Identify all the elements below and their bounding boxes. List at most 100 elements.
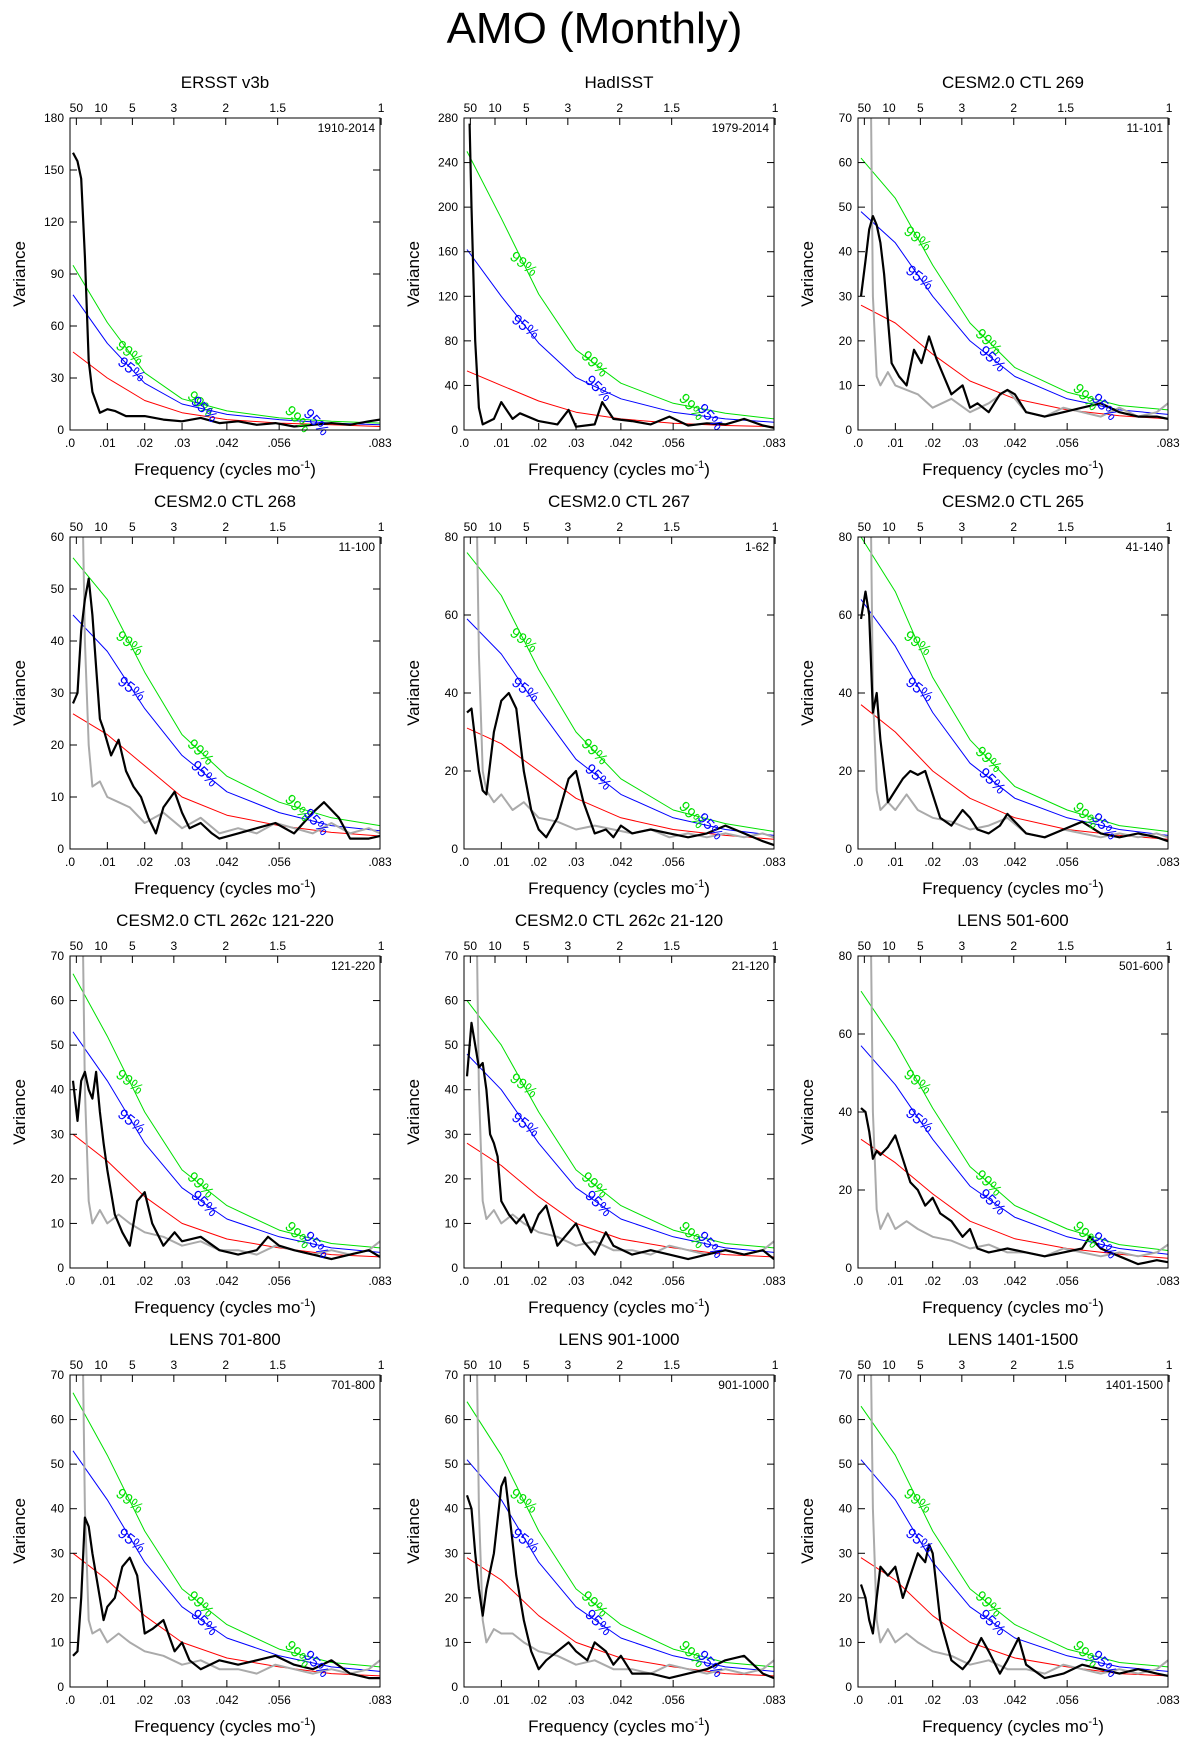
period-label: 1910-2014 (318, 121, 376, 135)
y-tick-label: 0 (845, 1261, 852, 1275)
y-tick-label: 40 (445, 1502, 459, 1516)
chart-panel-7: CESM2.0 CTL 262c 121-220121-22099%95%99%… (10, 911, 392, 1317)
x-tick-label: .01 (99, 855, 116, 869)
x-tick-label: .083 (368, 855, 392, 869)
x-axis-label: Frequency (cycles mo-1) (528, 878, 710, 898)
x-top-tick-label: 50 (70, 1358, 84, 1372)
x-tick-label: .0 (853, 1693, 863, 1707)
series-line-95 (72, 1031, 380, 1253)
chart-title: LENS 501-600 (957, 911, 1069, 930)
x-tick-label: .03 (962, 1274, 979, 1288)
series-line-99 (860, 537, 1168, 832)
y-axis-label: Variance (798, 660, 817, 726)
period-label: 11-100 (339, 540, 376, 554)
x-top-tick-label: 1 (1166, 939, 1173, 953)
y-tick-label: 20 (445, 1591, 459, 1605)
x-tick-label: .042 (1003, 1274, 1027, 1288)
y-tick-label: 180 (44, 111, 64, 125)
y-tick-label: 0 (451, 423, 458, 437)
confidence-label: 95% (187, 757, 220, 790)
x-axis-label-close: ) (1098, 1717, 1104, 1736)
x-tick-label: .0 (65, 1274, 75, 1288)
y-axis-label: Variance (404, 660, 423, 726)
confidence-label: 95% (187, 1187, 220, 1220)
x-top-tick-label: 10 (882, 101, 896, 115)
confidence-label: 99% (900, 1066, 934, 1098)
y-tick-label: 10 (445, 1635, 459, 1649)
y-tick-label: 70 (445, 1368, 459, 1382)
y-tick-label: 40 (445, 686, 459, 700)
y-tick-label: 280 (438, 111, 458, 125)
x-top-tick-label: 2 (222, 1358, 229, 1372)
y-tick-label: 150 (44, 163, 64, 177)
x-tick-label: .056 (1055, 1693, 1079, 1707)
confidence-label: 99% (900, 223, 934, 255)
chart-panel-3: CESM2.0 CTL 26911-10199%95%99%95%99%95%0… (798, 73, 1180, 479)
y-axis-label: Variance (798, 1498, 817, 1564)
x-tick-label: .056 (661, 436, 685, 450)
y-tick-label: 30 (839, 1546, 853, 1560)
x-top-tick-label: 1.5 (663, 939, 680, 953)
y-axis-label: Variance (404, 1498, 423, 1564)
confidence-label: 95% (581, 761, 614, 794)
x-tick-label: .0 (459, 1693, 469, 1707)
confidence-label: 95% (581, 1606, 614, 1639)
y-axis-label: Variance (798, 1079, 817, 1145)
y-tick-label: 50 (51, 1457, 65, 1471)
x-tick-label: .083 (762, 1693, 786, 1707)
x-top-tick-label: 5 (523, 101, 530, 115)
y-tick-label: 30 (839, 289, 853, 303)
y-axis-label: Variance (404, 241, 423, 307)
series-line-99 (860, 157, 1168, 411)
series-line-99 (72, 1392, 380, 1668)
series-line-spectrum (859, 1543, 1168, 1680)
x-top-tick-label: 1.5 (269, 520, 286, 534)
x-axis-label-close: ) (704, 1298, 710, 1317)
chart-title: CESM2.0 CTL 262c 121-220 (116, 911, 334, 930)
plot-frame (463, 955, 775, 1269)
x-top-tick-label: 2 (616, 1358, 623, 1372)
series-line-red-noise (466, 1142, 774, 1258)
y-axis-label: Variance (10, 660, 29, 726)
x-axis-label: Frequency (cycles mo-1) (134, 878, 316, 898)
x-tick-label: .01 (493, 436, 510, 450)
x-tick-label: .01 (887, 855, 904, 869)
x-tick-label: .0 (853, 855, 863, 869)
y-tick-label: 200 (438, 200, 458, 214)
x-tick-label: .056 (1055, 1274, 1079, 1288)
series-lines (466, 123, 774, 429)
plot-frame (857, 1374, 1169, 1688)
chart-title: CESM2.0 CTL 268 (154, 492, 296, 511)
plot-frame (857, 955, 1169, 1269)
series-line-95 (860, 599, 1168, 836)
x-top-tick-label: 2 (616, 520, 623, 534)
x-tick-label: .01 (493, 1693, 510, 1707)
x-tick-label: .056 (267, 855, 291, 869)
x-top-tick-label: 50 (858, 939, 872, 953)
series-lines (72, 1375, 380, 1680)
x-tick-label: .042 (1003, 855, 1027, 869)
series-line-95 (72, 614, 380, 832)
x-axis-label-superscript: -1 (300, 878, 310, 890)
chart-panel-4: CESM2.0 CTL 26811-10099%95%99%95%99%95%0… (10, 492, 392, 898)
series-line-gray-spectrum (476, 1375, 774, 1675)
x-tick-label: .056 (661, 1693, 685, 1707)
x-tick-label: .042 (215, 855, 239, 869)
series-line-spectrum (71, 577, 380, 840)
x-top-tick-label: 2 (222, 520, 229, 534)
y-tick-label: 30 (51, 371, 65, 385)
y-axis-label: Variance (404, 1079, 423, 1145)
y-tick-label: 160 (438, 245, 458, 259)
series-line-95 (466, 1053, 774, 1253)
confidence-label: 95% (975, 1186, 1008, 1219)
y-tick-label: 80 (839, 530, 853, 544)
x-top-tick-label: 3 (564, 101, 571, 115)
x-tick-label: .01 (99, 1693, 116, 1707)
x-top-tick-label: 1.5 (663, 1358, 680, 1372)
x-tick-label: .02 (136, 1274, 153, 1288)
x-axis-label-close: ) (1098, 1298, 1104, 1317)
series-line-gray-spectrum (476, 537, 774, 839)
x-axis-label: Frequency (cycles mo-1) (922, 1297, 1104, 1317)
x-axis-label-superscript: -1 (1088, 878, 1098, 890)
